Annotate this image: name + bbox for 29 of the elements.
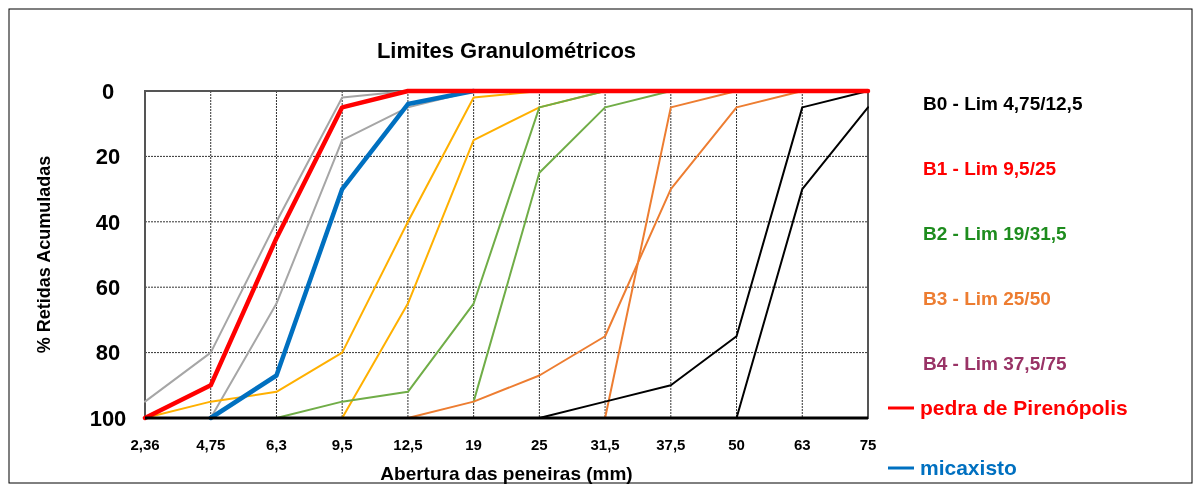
line-series bbox=[142, 88, 871, 421]
x-tick-label: 12,5 bbox=[393, 436, 423, 453]
x-tick-label: 37,5 bbox=[656, 436, 686, 453]
x-tick-label: 31,5 bbox=[590, 436, 620, 453]
x-axis-title: Abertura das peneiras (mm) bbox=[380, 463, 633, 484]
x-tick-label: 19 bbox=[465, 436, 482, 453]
y-tick-label: 60 bbox=[95, 274, 121, 300]
text: B1 - Lim 9,5/25 bbox=[923, 157, 1057, 179]
text: B4 - Lim 37,5/75 bbox=[923, 352, 1068, 374]
y-axis-title: % Retidas Acumuladas bbox=[34, 155, 54, 354]
legend-label: micaxisto bbox=[920, 456, 1017, 480]
y-tick-label: 100 bbox=[89, 405, 127, 431]
x-tick-label: 25 bbox=[531, 436, 548, 453]
x-tick-label: 4,75 bbox=[196, 436, 226, 453]
x-tick-label: 63 bbox=[793, 436, 811, 453]
x-tick-label: 75 bbox=[859, 436, 877, 453]
y-tick-label: 0 bbox=[101, 78, 115, 104]
y-tick-label: 80 bbox=[95, 340, 121, 366]
x-tick-label: 6,3 bbox=[266, 436, 287, 453]
legend-label: pedra de Pirenópolis bbox=[920, 396, 1128, 420]
x-tick-label: 9,5 bbox=[331, 436, 353, 453]
x-tick-label: 2,36 bbox=[130, 436, 160, 453]
x-tick-label: 50 bbox=[728, 436, 745, 453]
text: B0 - Lim 4,75/12,5 bbox=[923, 92, 1083, 114]
y-tick-label: 40 bbox=[95, 209, 121, 235]
chart-title: Limites Granulométricos bbox=[376, 38, 637, 63]
y-tick-label: 20 bbox=[95, 144, 121, 170]
text: B3 - Lim 25/50 bbox=[923, 287, 1051, 309]
text: B2 - Lim 19/31,5 bbox=[923, 222, 1068, 244]
